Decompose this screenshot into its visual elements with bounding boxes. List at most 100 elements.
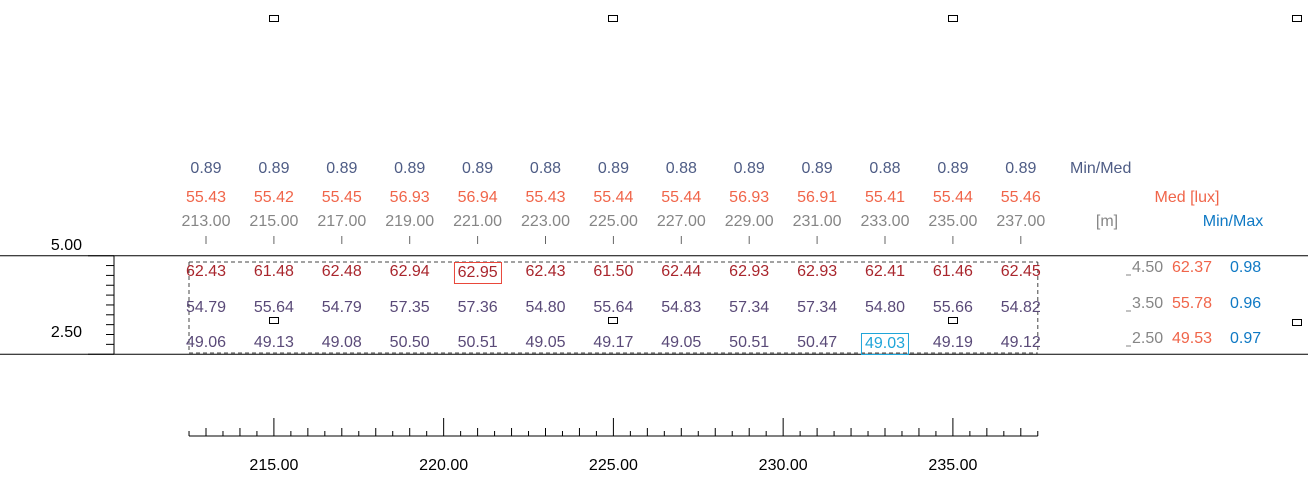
grid-value: 50.51 bbox=[729, 334, 770, 351]
grid-value: 57.34 bbox=[729, 299, 770, 316]
min-med-value: 0.88 bbox=[529, 160, 562, 177]
luminaire-marker bbox=[947, 316, 958, 324]
grid-value: 54.82 bbox=[1000, 299, 1041, 316]
min-max-header: Min/Max bbox=[1202, 213, 1264, 230]
grid-value: 61.46 bbox=[932, 263, 973, 280]
column-x-label: 229.00 bbox=[724, 213, 774, 230]
avg-lux-value: 55.44 bbox=[593, 189, 634, 206]
grid-value: 54.79 bbox=[321, 299, 362, 316]
column-x-label: 235.00 bbox=[928, 213, 978, 230]
min-med-value: 0.89 bbox=[258, 160, 290, 177]
y-axis-label-5: 5.00 bbox=[50, 237, 82, 254]
min-value-cell: 49.03 bbox=[860, 333, 910, 355]
grid-value: 50.47 bbox=[797, 334, 838, 351]
grid-value: 54.79 bbox=[185, 299, 227, 316]
med-lux-header: Med [lux] bbox=[1154, 189, 1220, 206]
grid-value: 49.17 bbox=[593, 334, 634, 351]
luminaire-marker-edge-top bbox=[1292, 15, 1302, 22]
min-med-value: 0.89 bbox=[462, 160, 494, 177]
grid-value: 57.35 bbox=[389, 299, 430, 316]
avg-lux-value: 55.42 bbox=[253, 189, 294, 206]
avg-lux-value: 56.93 bbox=[389, 189, 430, 206]
avg-lux-value: 55.44 bbox=[932, 189, 973, 206]
grid-value: 57.34 bbox=[797, 299, 838, 316]
luminaire-marker bbox=[268, 316, 279, 324]
column-x-label: 217.00 bbox=[317, 213, 367, 230]
row-avg-value: 49.53 bbox=[1172, 330, 1213, 347]
grid-value: 49.06 bbox=[185, 334, 227, 351]
grid-value: 62.44 bbox=[661, 263, 702, 280]
row-y-label: 4.50 bbox=[1132, 259, 1164, 276]
grid-value: 62.93 bbox=[797, 263, 838, 280]
column-x-label: 233.00 bbox=[860, 213, 910, 230]
column-x-label: 231.00 bbox=[792, 213, 842, 230]
grid-value: 55.66 bbox=[932, 299, 973, 316]
unit-m-header: [m] bbox=[1095, 213, 1119, 230]
column-x-label: 223.00 bbox=[521, 213, 570, 230]
avg-lux-value: 56.94 bbox=[457, 189, 498, 206]
y-axis-label-2-5: 2.50 bbox=[50, 324, 82, 341]
avg-lux-value: 55.44 bbox=[661, 189, 702, 206]
grid-value: 62.43 bbox=[185, 263, 227, 280]
avg-lux-value: 55.43 bbox=[525, 189, 566, 206]
min-med-value: 0.89 bbox=[801, 160, 833, 177]
x-axis-tick-label: 225.00 bbox=[588, 457, 638, 474]
avg-lux-value: 55.43 bbox=[185, 189, 227, 206]
row-min-max-value: 0.97 bbox=[1230, 330, 1262, 347]
avg-lux-value: 55.45 bbox=[321, 189, 362, 206]
x-axis-tick-label: 235.00 bbox=[928, 457, 978, 474]
grid-value: 50.51 bbox=[457, 334, 498, 351]
column-x-label: 219.00 bbox=[385, 213, 435, 230]
avg-lux-value: 56.91 bbox=[797, 189, 838, 206]
column-x-label: 225.00 bbox=[588, 213, 638, 230]
grid-value: 62.45 bbox=[1000, 263, 1041, 280]
grid-value: 54.83 bbox=[661, 299, 702, 316]
column-x-label: 227.00 bbox=[656, 213, 706, 230]
grid-value: 61.48 bbox=[253, 263, 294, 280]
luminaire-marker-top bbox=[608, 15, 619, 22]
row-min-max-value: 0.98 bbox=[1230, 259, 1262, 276]
row-min-max-value: 0.96 bbox=[1230, 295, 1262, 312]
column-x-label: 213.00 bbox=[181, 213, 231, 230]
grid-value: 49.19 bbox=[932, 334, 973, 351]
min-med-value: 0.89 bbox=[190, 160, 222, 177]
grid-value: 54.80 bbox=[864, 299, 906, 316]
grid-value: 62.48 bbox=[321, 263, 362, 280]
min-med-value: 0.88 bbox=[869, 160, 901, 177]
avg-lux-value: 56.93 bbox=[729, 189, 770, 206]
x-axis-tick-label: 215.00 bbox=[249, 457, 299, 474]
max-value-cell: 62.95 bbox=[453, 262, 502, 284]
grid-value: 62.93 bbox=[729, 263, 770, 280]
luminaire-marker bbox=[608, 316, 619, 324]
grid-value: 55.64 bbox=[593, 299, 634, 316]
min-med-value: 0.89 bbox=[937, 160, 969, 177]
avg-lux-value: 55.41 bbox=[864, 189, 906, 206]
column-x-label: 221.00 bbox=[453, 213, 503, 230]
min-med-value: 0.89 bbox=[1005, 160, 1037, 177]
grid-value: 49.05 bbox=[525, 334, 566, 351]
min-med-value: 0.89 bbox=[733, 160, 765, 177]
grid-value: 62.43 bbox=[525, 263, 566, 280]
column-x-label: 215.00 bbox=[249, 213, 299, 230]
row-avg-value: 62.37 bbox=[1172, 259, 1213, 276]
row-y-label: 3.50 bbox=[1132, 295, 1164, 312]
column-x-label: 237.00 bbox=[996, 213, 1046, 230]
grid-value: 49.13 bbox=[253, 334, 294, 351]
avg-lux-value: 55.46 bbox=[1000, 189, 1041, 206]
grid-value: 55.64 bbox=[253, 299, 294, 316]
min-med-value: 0.88 bbox=[665, 160, 697, 177]
grid-value: 50.50 bbox=[389, 334, 430, 351]
luminaire-marker-top bbox=[947, 15, 958, 22]
grid-value: 62.94 bbox=[389, 263, 430, 280]
grid-value: 61.50 bbox=[593, 263, 634, 280]
grid-value: 54.80 bbox=[525, 299, 566, 316]
min-med-value: 0.89 bbox=[326, 160, 358, 177]
luminaire-marker-edge bbox=[1292, 318, 1302, 326]
grid-value: 49.05 bbox=[661, 334, 702, 351]
grid-value: 49.12 bbox=[1000, 334, 1041, 351]
x-axis-tick-label: 230.00 bbox=[758, 457, 808, 474]
grid-value: 62.41 bbox=[864, 263, 906, 280]
x-axis-tick-label: 220.00 bbox=[419, 457, 469, 474]
